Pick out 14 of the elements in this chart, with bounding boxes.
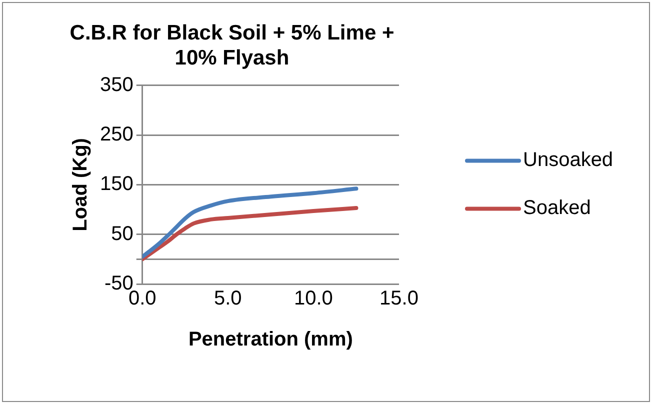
legend-label: Unsoaked: [523, 149, 614, 172]
chart-title: C.B.R for Black Soil + 5% Lime + 10% Flyash: [70, 21, 394, 70]
y-tick-label: 350: [100, 74, 134, 96]
y-tick-label: 250: [100, 124, 134, 146]
line-series: [142, 206, 358, 262]
x-tick-label: 5.0: [214, 288, 242, 310]
legend-label: Soaked: [523, 197, 591, 220]
y-tick-label: 150: [100, 173, 134, 196]
y-axis-title: Load (Kg): [70, 138, 92, 232]
x-tick-label: 10.0: [294, 288, 333, 310]
x-tick-label: 15.0: [380, 288, 418, 310]
x-axis-title: Penetration (mm): [188, 328, 353, 351]
y-tick-label: 50: [111, 222, 134, 245]
line-series: [142, 186, 358, 259]
